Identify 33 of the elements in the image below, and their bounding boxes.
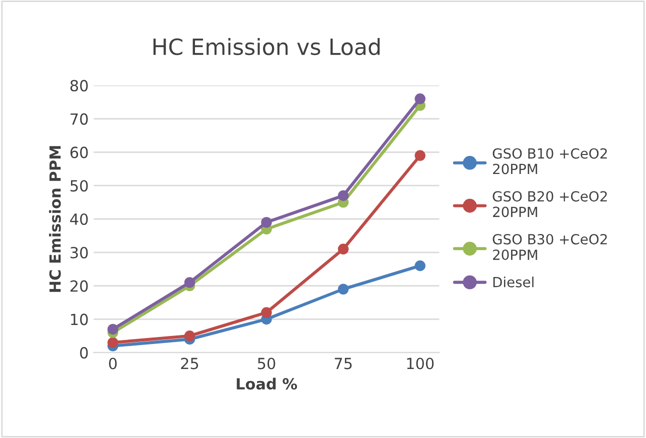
y-tick-label: 30 — [70, 246, 88, 258]
point — [261, 307, 272, 318]
point — [338, 244, 349, 254]
y-tick-label: 70 — [70, 113, 88, 125]
y-tick-label: 0 — [80, 347, 88, 359]
point — [184, 330, 196, 342]
point — [261, 216, 272, 228]
chart-title: HC Emission vs Load — [153, 38, 380, 56]
point — [107, 337, 118, 348]
x-tick-label: 50 — [258, 358, 276, 370]
x-axis-title: Load % — [236, 378, 298, 390]
point — [184, 277, 196, 288]
point — [338, 190, 349, 202]
y-tick-label: 60 — [70, 146, 88, 158]
point — [414, 150, 426, 161]
y-axis-title: HC Emission PPM — [49, 146, 61, 292]
legend-label: GSO B30 +CeO2 20PPM — [492, 234, 607, 260]
point — [414, 93, 426, 104]
y-tick-label: 10 — [71, 314, 88, 326]
y-tick-label: 50 — [70, 180, 88, 192]
y-tick-label: 80 — [70, 80, 88, 92]
legend-label: Diesel — [493, 276, 534, 288]
legend-label: GSO B20 +CeO2 20PPM — [492, 191, 607, 218]
point — [414, 260, 426, 272]
x-tick-label: 25 — [181, 358, 198, 370]
point — [107, 324, 118, 335]
y-tick-label: 40 — [70, 213, 88, 226]
point — [338, 284, 349, 295]
legend-label: GSO B10 +CeO2 20PPM — [492, 148, 607, 174]
x-tick-label: 75 — [334, 358, 352, 370]
x-tick-label: 0 — [109, 358, 117, 370]
y-tick-label: 20 — [70, 280, 88, 292]
x-tick-label: 100 — [407, 358, 434, 370]
